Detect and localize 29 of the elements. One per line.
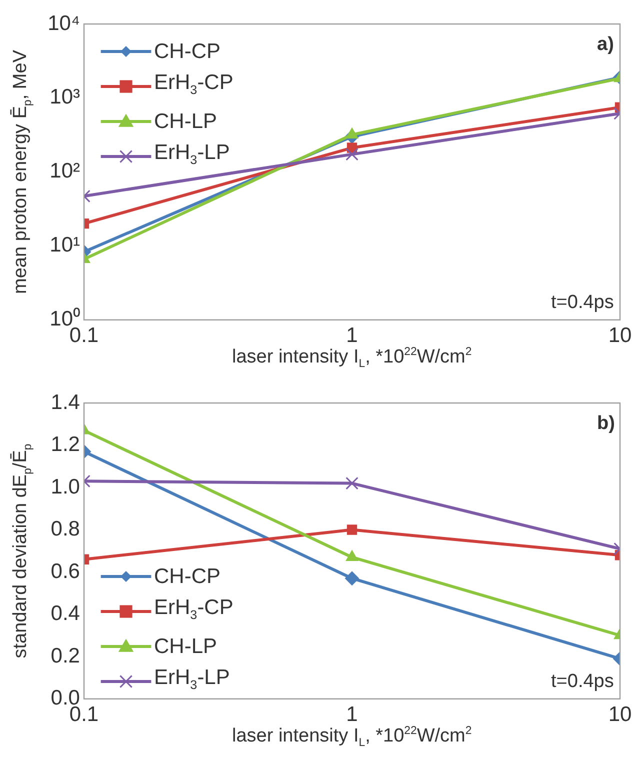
y-tick-label: 10¹: [50, 234, 80, 257]
x-tick-label: 10: [608, 324, 632, 348]
y-tick-label: 10³: [50, 86, 80, 109]
x-tick-label: 1: [346, 324, 358, 348]
y-tick-label: 10⁴: [48, 12, 80, 35]
annotation: t=0.4ps: [551, 292, 614, 314]
legend-label: ErH$_{3}$-LP: [154, 140, 230, 170]
legend-label: ErH$_{3}$-CP: [154, 70, 234, 100]
legend-label: CH-CP: [154, 564, 220, 590]
x-tick-label: 1: [346, 703, 358, 726]
legend-label: CH-LP: [154, 109, 218, 136]
legend-label: ErH$_{3}$-CP: [154, 594, 234, 624]
annotation: t=0.4ps: [551, 670, 614, 693]
x-axis-title: laser intensity I$_{L}$, *10$^{22}$W/cm$^{2}$: [232, 724, 472, 749]
y-tick-label: 1.4: [50, 390, 80, 414]
y-tick-label: 10²: [50, 160, 80, 183]
legend-label: CH-LP: [154, 634, 218, 660]
y-tick-label: 0.6: [50, 560, 80, 583]
x-axis-title: laser intensity I$_{L}$, *10$^{22}$W/cm$^{2}$: [232, 346, 472, 370]
y-tick-label: 0.8: [50, 518, 80, 541]
legend-label: CH-CP: [154, 39, 220, 65]
y-tick-label: 1.2: [50, 433, 80, 456]
y-tick-label: 0.4: [50, 602, 80, 626]
y-tick-label: 0.2: [50, 644, 80, 668]
x-tick-label: 10: [608, 703, 632, 726]
legend-label: ErH$_{3}$-LP: [154, 664, 230, 694]
annotation: b): [597, 413, 615, 435]
y-tick-label: 1.0: [50, 475, 80, 498]
annotation: a): [597, 34, 614, 56]
